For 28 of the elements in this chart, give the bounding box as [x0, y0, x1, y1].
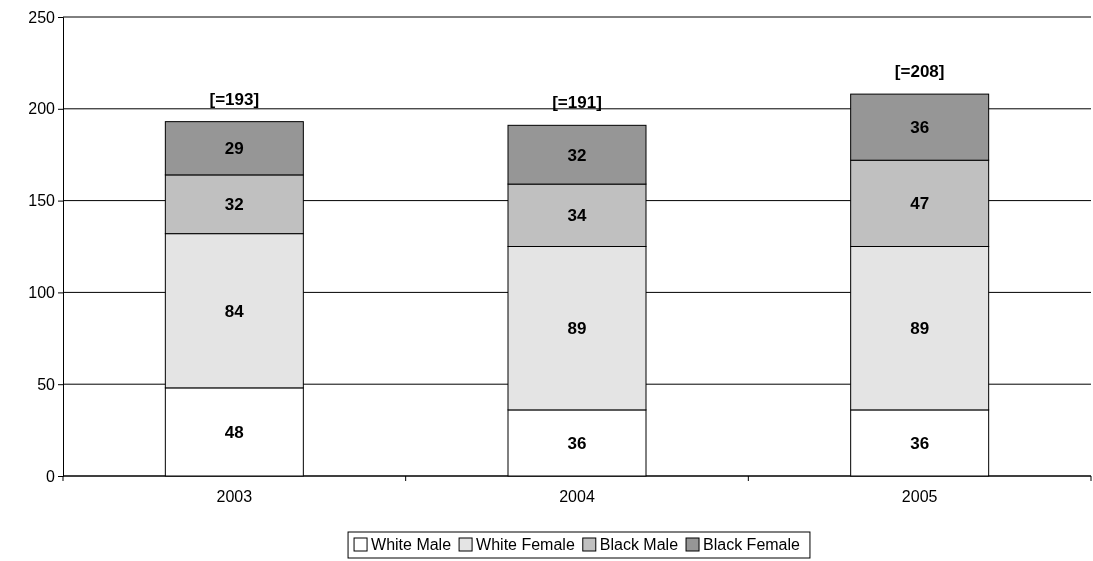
data-label: 32 [224, 195, 244, 215]
y-tick-label: 100 [28, 284, 56, 302]
data-label: 48 [224, 422, 244, 442]
y-tick-label: 250 [28, 8, 56, 26]
total-label: [=191] [552, 93, 602, 113]
data-label: 84 [224, 301, 245, 321]
data-label: 36 [910, 433, 930, 453]
legend-label: Black Male [599, 536, 679, 553]
total-label: [=208] [894, 62, 945, 82]
y-tick-label: 150 [28, 192, 56, 210]
x-tick-label: 2005 [901, 488, 938, 505]
legend-label: Black Female [703, 536, 801, 553]
data-label: 89 [910, 319, 930, 339]
x-tick-label: 2003 [216, 488, 253, 505]
data-label: 32 [567, 145, 587, 165]
legend-label: White Female [476, 536, 575, 553]
total-label: [=193] [209, 89, 260, 109]
legend-label: White Male [371, 536, 452, 553]
data-label: 47 [910, 194, 930, 214]
y-tick-label: 200 [28, 100, 56, 118]
data-label: 34 [567, 206, 587, 226]
data-label: 36 [567, 433, 587, 453]
x-tick-label: 2004 [559, 488, 595, 505]
data-label: 89 [567, 319, 587, 339]
data-label: 29 [224, 139, 244, 159]
data-label: 36 [910, 118, 930, 138]
y-tick-label: 0 [46, 467, 56, 485]
y-tick-label: 50 [37, 375, 56, 393]
